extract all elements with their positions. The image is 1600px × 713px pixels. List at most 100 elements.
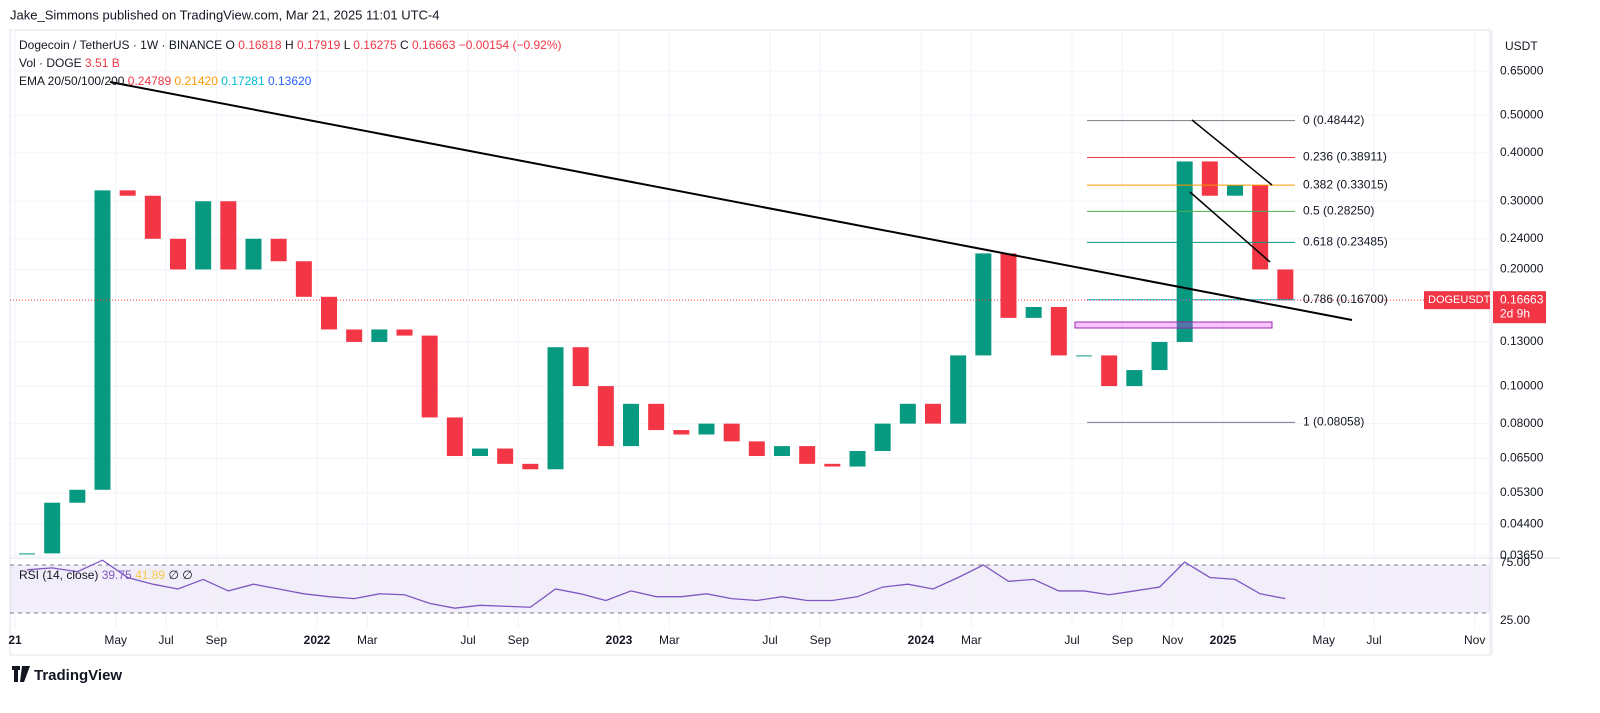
candle: [547, 347, 564, 470]
x-tick-label: May: [104, 633, 127, 647]
price-tag: [1493, 291, 1546, 324]
candle: [195, 201, 212, 270]
y-tick-label: 0.03650: [1500, 548, 1544, 562]
legend-item: 0.17281: [221, 74, 265, 88]
x-tick-label: Sep: [1112, 633, 1134, 647]
price-tag-countdown: 2d 9h: [1500, 306, 1530, 320]
rsi-tick-label: 25.00: [1500, 613, 1530, 627]
price-tag: [1424, 291, 1490, 310]
price-tag-value: 0.16663: [1500, 292, 1544, 306]
candle: [1151, 341, 1168, 371]
x-tick-label: Jul: [762, 633, 777, 647]
candle: [270, 238, 287, 262]
brand: TradingView: [34, 667, 122, 684]
candle: [975, 253, 992, 356]
legend-item: Dogecoin / TetherUS · 1W · BINANCE: [19, 38, 222, 52]
candle: [1101, 355, 1118, 387]
x-tick-label: Mar: [659, 633, 680, 647]
x-tick-label: 2025: [1210, 633, 1237, 647]
candle: [899, 403, 916, 424]
candle: [1201, 161, 1218, 196]
candle: [623, 403, 639, 447]
candle: [849, 450, 866, 467]
legend-row: Vol · DOGE 3.51 B: [19, 56, 120, 70]
candle: [1000, 253, 1017, 318]
legend-row: EMA 20/50/100/200 0.24789 0.21420 0.1728…: [19, 74, 312, 88]
candle: [572, 347, 589, 387]
legend-item: 0.13620: [268, 74, 312, 88]
candle: [119, 190, 136, 196]
currency: USDT: [1505, 39, 1538, 53]
legend-item: 0.24789: [128, 74, 172, 88]
legend-row: RSI (14, close) 39.75 41.89 ∅ ∅: [19, 568, 193, 582]
legend: Dogecoin / TetherUS · 1W · BINANCE O 0.1…: [19, 38, 562, 582]
candle: [44, 502, 61, 554]
candle: [1126, 370, 1143, 387]
candle: [69, 489, 86, 503]
candle: [1076, 355, 1092, 357]
legend-item: C: [400, 38, 409, 52]
logo: [12, 666, 30, 682]
y-tick-label: 0.06500: [1500, 451, 1544, 465]
y-tick-label: 0.50000: [1500, 107, 1544, 121]
candle: [522, 463, 539, 470]
legend-item: 39.75: [102, 568, 132, 582]
y-tick-label: 0.05300: [1500, 485, 1544, 499]
candle: [673, 430, 690, 435]
channel-line: [1189, 191, 1271, 263]
x-tick-label: 2022: [304, 633, 331, 647]
legend-item: 0.17919: [297, 38, 341, 52]
candle: [799, 446, 816, 464]
price-plot: [10, 30, 1490, 628]
channel-line: [1191, 119, 1273, 186]
candle: [698, 423, 715, 435]
legend-item: H: [285, 38, 294, 52]
candle: [1050, 307, 1067, 356]
candle: [1025, 307, 1042, 318]
fib-label: 0.382 (0.33015): [1303, 177, 1388, 191]
candle: [748, 441, 765, 457]
candle: [925, 403, 941, 424]
candle: [144, 195, 161, 239]
candle: [874, 423, 891, 451]
y-tick-label: 0.20000: [1500, 262, 1544, 276]
x-tick-label: Jul: [1366, 633, 1381, 647]
candle: [170, 238, 186, 270]
rsi-band: [10, 565, 1490, 613]
fib-label: 0.786 (0.16700): [1303, 292, 1388, 306]
candle: [950, 355, 967, 424]
fib-label: 0.236 (0.38911): [1303, 150, 1387, 164]
y-tick-label: 0.40000: [1500, 145, 1544, 159]
legend-item: 41.89: [135, 568, 165, 582]
candle: [824, 463, 841, 467]
candle: [421, 335, 438, 418]
candle: [321, 296, 337, 330]
candle: [371, 329, 388, 342]
y-tick-label: 0.08000: [1500, 416, 1544, 430]
candle: [396, 329, 413, 336]
x-tick-label: Sep: [206, 633, 228, 647]
candle: [774, 446, 790, 457]
x-tick-label: Jul: [1064, 633, 1079, 647]
candle: [346, 329, 363, 342]
candle: [497, 448, 514, 464]
legend-item: EMA 20/50/100/200: [19, 74, 125, 88]
candle: [220, 201, 237, 270]
y-tick-label: 0.04400: [1500, 516, 1544, 530]
x-tick-label: Nov: [1162, 633, 1183, 647]
candle: [648, 403, 665, 431]
y-tick-label: 0.10000: [1500, 378, 1544, 392]
price-tag-name: DOGEUSDT: [1428, 294, 1491, 306]
candle: [1277, 269, 1294, 301]
x-tick-label: Nov: [1464, 633, 1485, 647]
legend-item: 0.16818: [238, 38, 282, 52]
published: Jake_Simmons published on TradingView.co…: [10, 7, 439, 22]
legend-item: 0.16275: [353, 38, 397, 52]
x-tick-label: 2023: [606, 633, 633, 647]
x-tick-label: May: [1312, 633, 1335, 647]
candle: [295, 261, 312, 297]
legend-row: Dogecoin / TetherUS · 1W · BINANCE O 0.1…: [19, 38, 562, 52]
candle: [723, 423, 740, 442]
candle: [94, 190, 111, 490]
